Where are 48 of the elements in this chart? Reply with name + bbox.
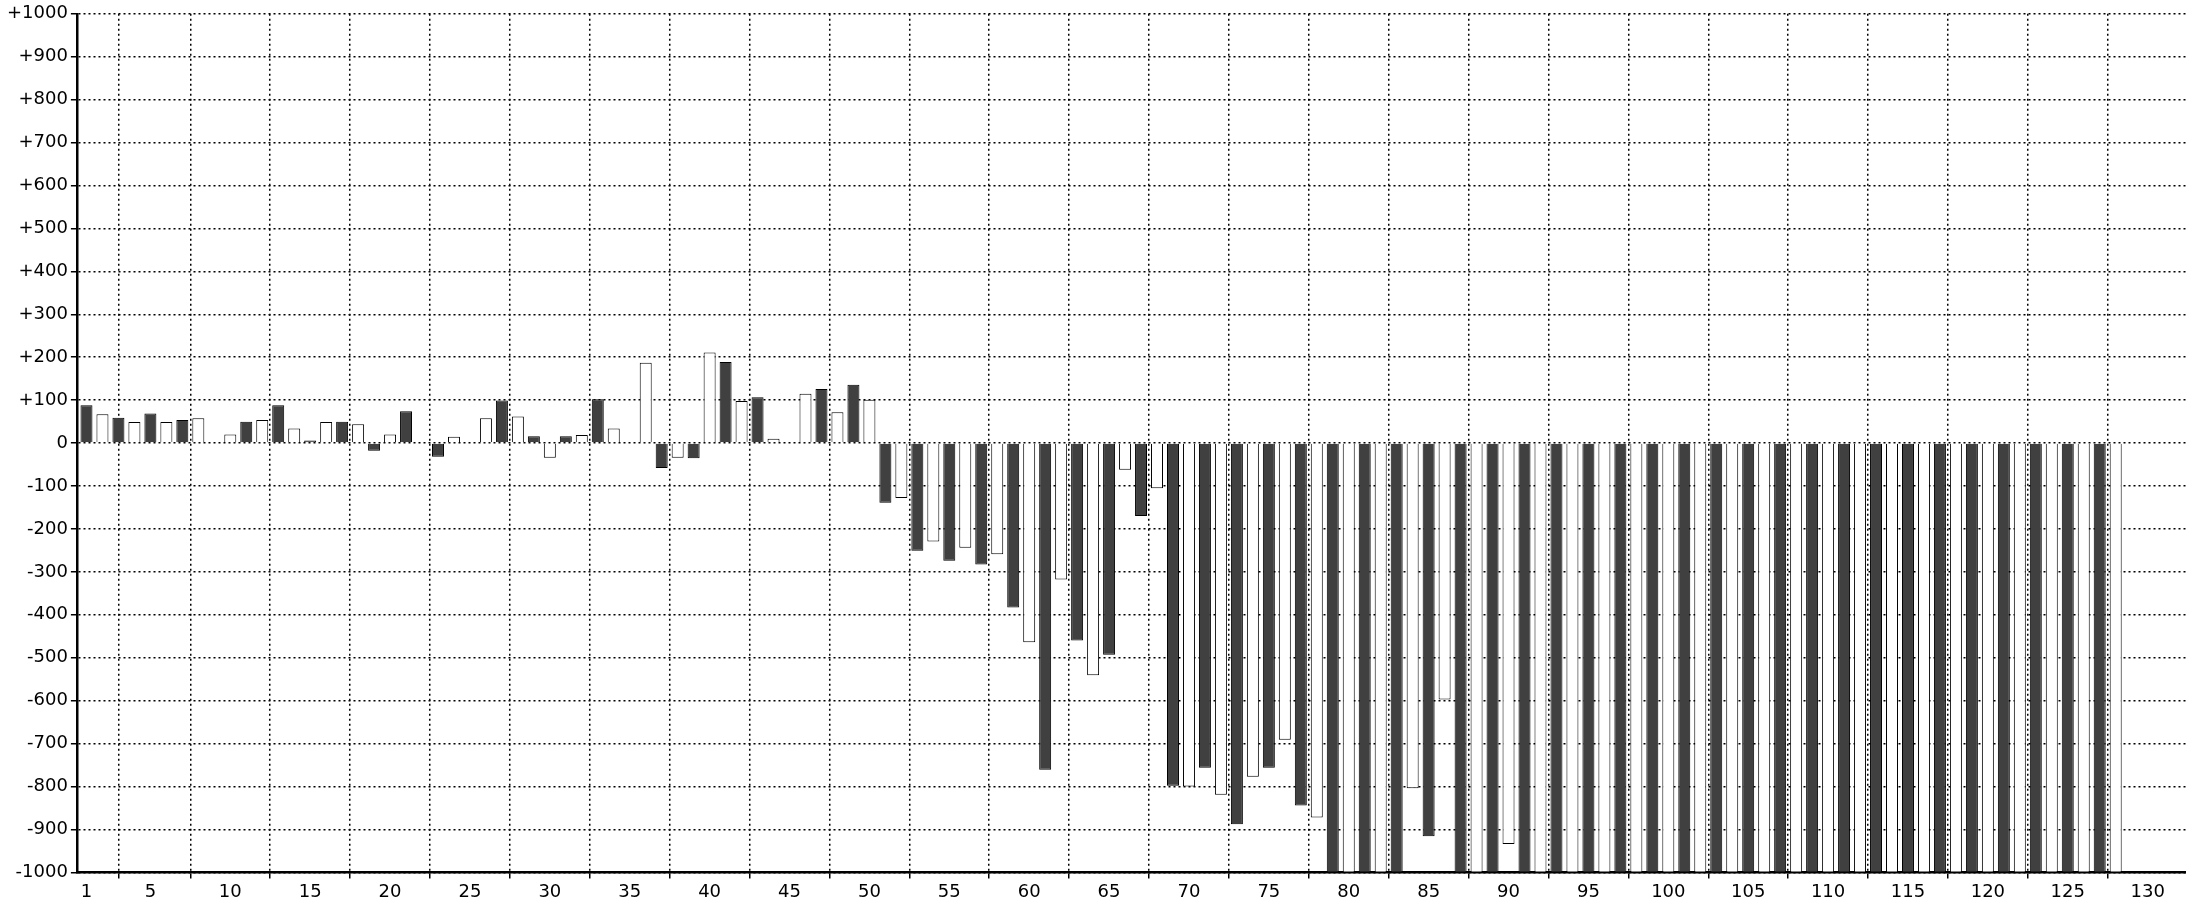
y-tick-label: 0 [56, 430, 68, 452]
x-tick-label: 100 [1651, 879, 1686, 901]
y-tick-label: +500 [18, 216, 68, 238]
x-tick-label: 15 [298, 879, 322, 901]
y-tick-label: +700 [18, 130, 68, 152]
y-tick-label: +900 [18, 44, 68, 66]
x-tick-label: 1 [80, 879, 93, 901]
y-tick-label: +800 [18, 87, 68, 109]
y-tick-label: -100 [27, 473, 68, 495]
x-tick-label: 35 [618, 879, 642, 901]
x-tick-label: 110 [1810, 879, 1846, 901]
x-tick-label: 40 [698, 879, 722, 901]
x-tick-label: 65 [1097, 879, 1121, 901]
y-tick-label: -300 [27, 559, 68, 581]
x-tick-label: 95 [1576, 879, 1600, 901]
x-tick-label: 85 [1417, 879, 1441, 901]
y-tick-label: -200 [27, 516, 68, 538]
y-tick-label: -400 [27, 602, 68, 624]
x-tick-label: 60 [1017, 879, 1041, 901]
x-tick-label: 75 [1257, 879, 1281, 901]
y-tick-label: +400 [18, 259, 68, 281]
y-tick-label: -700 [27, 731, 68, 753]
x-tick-label: 80 [1337, 879, 1361, 901]
y-tick-label: -800 [27, 774, 68, 796]
y-tick-label: +300 [18, 301, 68, 323]
x-tick-label: 5 [144, 879, 157, 901]
x-tick-label: 30 [538, 879, 562, 901]
y-tick-label: +100 [18, 387, 68, 409]
x-tick-label: 45 [778, 879, 801, 901]
x-tick-label: 20 [378, 879, 402, 901]
y-tick-label: -600 [27, 688, 68, 710]
x-tick-label: 25 [458, 879, 482, 901]
x-tick-label: 50 [857, 879, 881, 901]
x-tick-label: 105 [1731, 879, 1766, 901]
y-tick-label: +600 [18, 173, 68, 195]
x-tick-label: 130 [2130, 879, 2165, 901]
y-tick-label: +1000 [7, 1, 68, 23]
x-tick-label: 10 [218, 879, 242, 901]
y-tick-label: +200 [18, 344, 68, 366]
x-tick-label: 55 [937, 879, 961, 901]
x-tick-label: 90 [1497, 879, 1520, 901]
y-tick-label: -1000 [15, 860, 68, 882]
x-tick-label: 120 [1970, 879, 2006, 901]
y-tick-label: -500 [27, 645, 68, 667]
x-tick-label: 125 [2050, 879, 2085, 901]
x-tick-label: 115 [1890, 879, 1926, 901]
x-tick-label: 70 [1177, 879, 1201, 901]
y-tick-label: -900 [27, 817, 68, 839]
